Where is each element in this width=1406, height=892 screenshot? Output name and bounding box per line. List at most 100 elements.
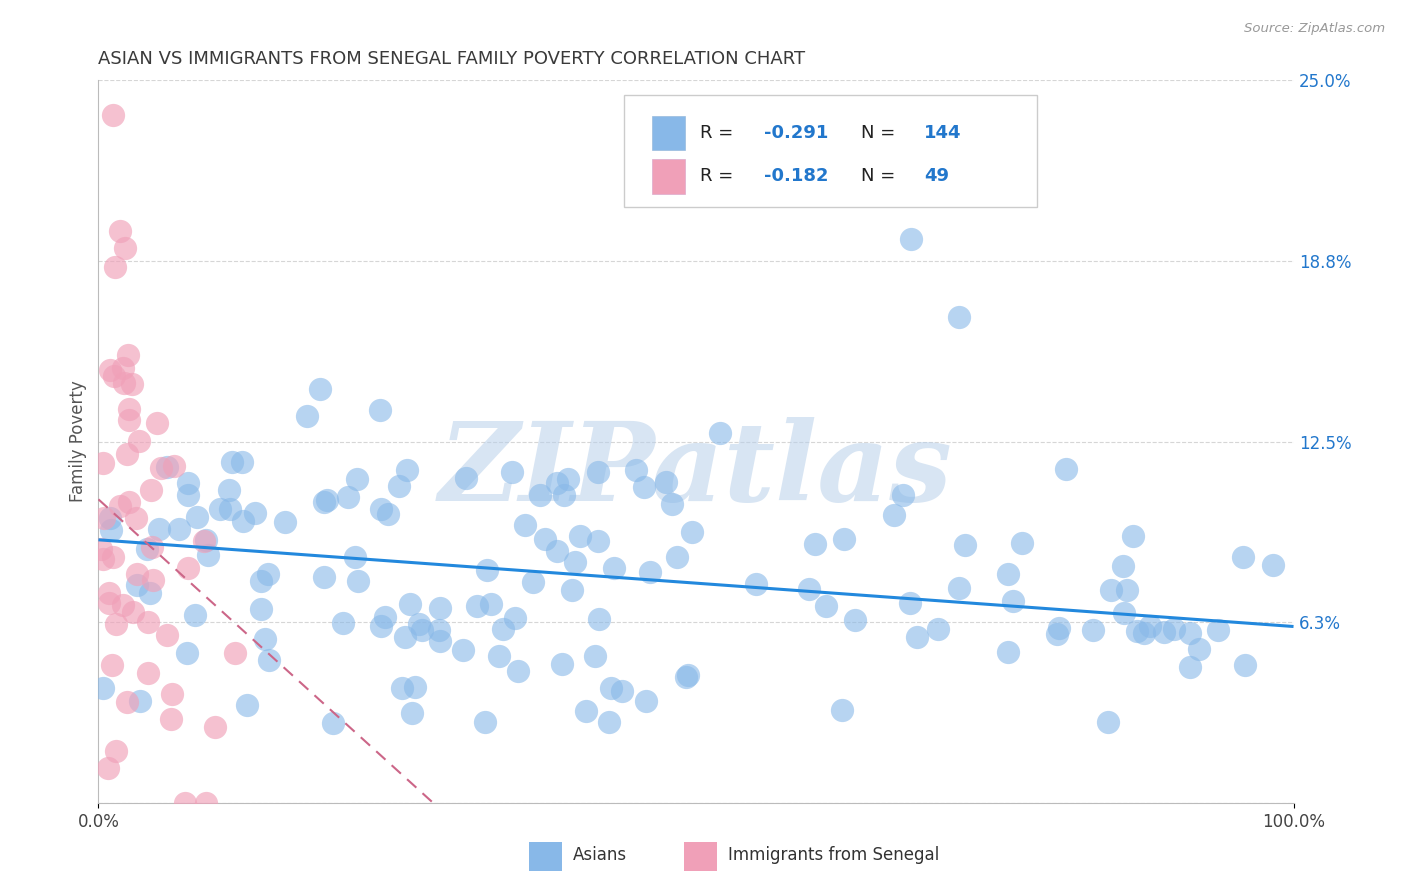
Point <box>295 409 318 424</box>
Point <box>316 492 339 507</box>
Point <box>128 694 150 708</box>
Point <box>93 511 115 525</box>
Point <box>245 506 267 520</box>
Point <box>257 653 280 667</box>
Point <box>429 633 451 648</box>
Point <box>1002 594 1025 608</box>
Point <box>388 478 411 492</box>
Point <box>98 586 121 600</box>
Point <box>551 657 574 672</box>
Point <box>273 515 295 529</box>
Point <box>108 500 131 514</box>
Point <box>583 649 606 664</box>
Point <box>465 599 488 613</box>
Point <box>156 459 179 474</box>
Point <box>474 714 496 729</box>
Point <box>456 471 478 485</box>
FancyBboxPatch shape <box>652 159 685 194</box>
Point <box>501 465 523 479</box>
Point <box>1122 529 1144 543</box>
Point <box>156 628 179 642</box>
Point <box>103 368 125 383</box>
Point <box>322 715 344 730</box>
Point <box>612 684 634 698</box>
Point <box>905 630 928 644</box>
Point <box>401 706 423 720</box>
Point <box>522 574 544 589</box>
Point <box>101 550 124 565</box>
Point <box>250 574 273 588</box>
Point <box>370 619 392 633</box>
Point <box>1139 619 1161 633</box>
Point <box>108 223 131 237</box>
Point <box>948 581 970 595</box>
Point <box>883 508 905 523</box>
Point <box>122 605 145 619</box>
Point <box>997 645 1019 659</box>
Point <box>186 509 208 524</box>
Point <box>675 670 697 684</box>
Point <box>997 566 1019 581</box>
Point <box>136 665 159 680</box>
Point <box>117 348 139 362</box>
Point <box>97 761 120 775</box>
Text: Asians: Asians <box>572 846 627 863</box>
Point <box>197 548 219 562</box>
Point <box>534 532 557 546</box>
Point <box>91 681 114 696</box>
Point <box>603 561 626 575</box>
Point <box>955 537 977 551</box>
Point <box>492 622 515 636</box>
Point <box>250 602 273 616</box>
Point <box>797 582 820 597</box>
Point <box>1011 536 1033 550</box>
Point <box>633 480 655 494</box>
Point <box>575 705 598 719</box>
Point <box>195 533 218 548</box>
Point <box>169 522 191 536</box>
Point <box>346 472 368 486</box>
Point <box>1112 559 1135 574</box>
Point <box>503 611 526 625</box>
Point <box>370 501 392 516</box>
Point <box>569 529 592 543</box>
Point <box>209 502 232 516</box>
Point <box>900 232 922 246</box>
Point <box>141 541 163 555</box>
Text: Source: ZipAtlas.com: Source: ZipAtlas.com <box>1244 22 1385 36</box>
Point <box>1046 626 1069 640</box>
Point <box>586 533 609 548</box>
Point <box>374 610 396 624</box>
Point <box>451 643 474 657</box>
Point <box>638 565 661 579</box>
Point <box>1180 659 1202 673</box>
Point <box>308 382 330 396</box>
Point <box>160 712 183 726</box>
Point <box>599 681 621 695</box>
Point <box>139 586 162 600</box>
Point <box>343 550 366 565</box>
Point <box>224 646 246 660</box>
Point <box>479 597 502 611</box>
Point <box>177 476 200 491</box>
Point <box>546 476 568 491</box>
Point <box>112 376 135 391</box>
Point <box>1083 624 1105 638</box>
Point <box>561 582 583 597</box>
Point <box>1054 462 1077 476</box>
Point <box>1097 714 1119 729</box>
Point <box>91 456 114 470</box>
Text: -0.182: -0.182 <box>763 168 828 186</box>
Text: Immigrants from Senegal: Immigrants from Senegal <box>728 846 939 863</box>
Point <box>368 402 391 417</box>
Point <box>553 488 575 502</box>
Point <box>598 714 620 729</box>
Point <box>104 260 127 274</box>
Point <box>121 376 143 391</box>
Point <box>1126 624 1149 638</box>
Point <box>1153 625 1175 640</box>
Point <box>118 402 141 417</box>
Point <box>588 612 610 626</box>
Text: N =: N = <box>860 124 896 142</box>
Text: R =: R = <box>700 124 733 142</box>
